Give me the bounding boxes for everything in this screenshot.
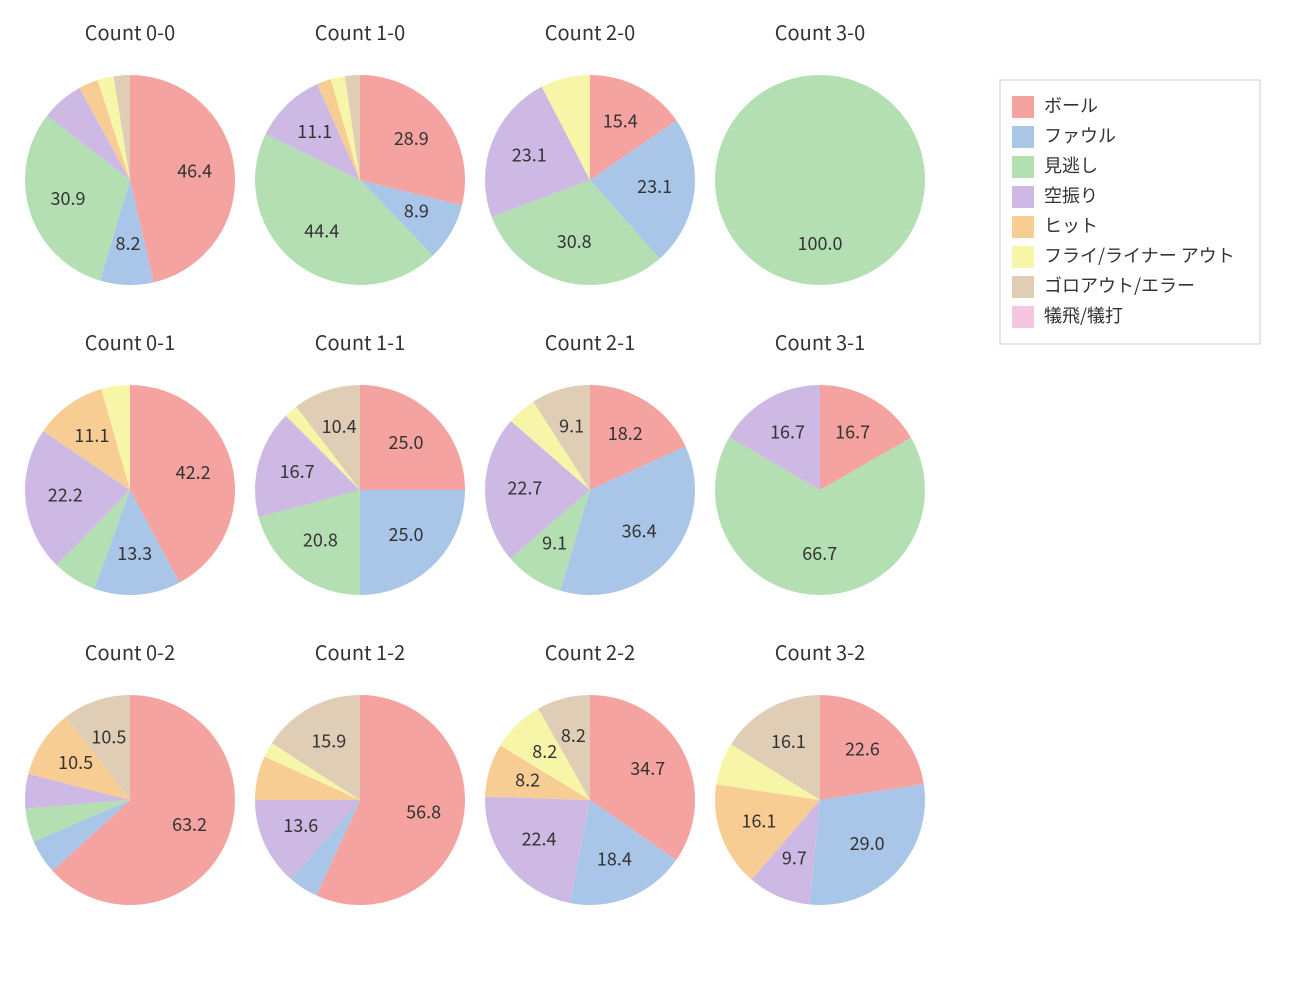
slice-label: 25.0: [389, 521, 424, 547]
slice-label: 15.4: [603, 107, 638, 133]
slice-label: 56.8: [406, 799, 441, 825]
slice-label: 16.7: [770, 418, 805, 444]
legend-swatch: [1012, 216, 1034, 238]
slice-label: 22.7: [507, 475, 542, 501]
slice-label: 9.1: [542, 530, 567, 556]
chart-title: Count 0-2: [85, 637, 175, 666]
legend-label: ヒット: [1044, 212, 1098, 238]
slice-label: 10.5: [91, 723, 126, 749]
slice-label: 22.6: [845, 736, 880, 762]
slice-label: 8.9: [404, 197, 429, 223]
slice-label: 8.2: [515, 766, 540, 792]
slice-label: 23.1: [637, 173, 672, 199]
slice-label: 44.4: [304, 218, 339, 244]
legend-swatch: [1012, 186, 1034, 208]
chart-title: Count 0-1: [85, 327, 175, 356]
slice-label: 23.1: [512, 141, 547, 167]
slice-label: 34.7: [630, 755, 665, 781]
legend-swatch: [1012, 126, 1034, 148]
slice-label: 16.1: [771, 728, 806, 754]
legend-label: 見逃し: [1044, 152, 1098, 178]
slice-label: 13.6: [283, 812, 318, 838]
chart-title: Count 2-1: [545, 327, 635, 356]
chart-title: Count 3-1: [775, 327, 865, 356]
legend-swatch: [1012, 276, 1034, 298]
slice-label: 16.7: [280, 458, 315, 484]
slice-label: 9.7: [782, 845, 807, 871]
legend-label: ボール: [1044, 92, 1098, 118]
slice-label: 30.8: [557, 228, 592, 254]
chart-title: Count 0-0: [85, 17, 175, 46]
slice-label: 10.4: [322, 413, 357, 439]
slice-label: 16.7: [835, 419, 870, 445]
slice-label: 8.2: [532, 738, 557, 764]
slice-label: 29.0: [850, 830, 885, 856]
chart-title: Count 1-0: [315, 17, 405, 46]
slice-label: 8.2: [561, 722, 586, 748]
slice-label: 20.8: [303, 527, 338, 553]
chart-grid: Count 0-0 46.4 8.2 30.9 Count 1-0 28.9 8.9 44.4…: [0, 0, 1300, 1000]
legend-label: 空振り: [1044, 182, 1098, 208]
slice-label: 18.4: [597, 845, 632, 871]
legend-swatch: [1012, 156, 1034, 178]
legend-label: フライ/ライナー アウト: [1044, 242, 1235, 268]
chart-title: Count 2-0: [545, 17, 635, 46]
legend: ボールファウル見逃し空振りヒットフライ/ライナー アウトゴロアウト/エラー犠飛/…: [1000, 80, 1260, 344]
slice-label: 11.1: [74, 422, 109, 448]
slice-label: 10.5: [58, 749, 93, 775]
chart-title: Count 3-2: [775, 637, 865, 666]
slice-label: 8.2: [115, 230, 140, 256]
chart-title: Count 3-0: [775, 17, 865, 46]
slice-label: 11.1: [297, 118, 332, 144]
slice-label: 36.4: [622, 518, 657, 544]
legend-label: ゴロアウト/エラー: [1044, 272, 1195, 298]
slice-label: 18.2: [608, 420, 643, 446]
chart-title: Count 1-1: [315, 327, 405, 356]
chart-title: Count 2-2: [545, 637, 635, 666]
slice-label: 22.2: [48, 481, 83, 507]
slice-label: 22.4: [522, 825, 557, 851]
slice-label: 15.9: [311, 728, 346, 754]
slice-label: 46.4: [177, 158, 212, 184]
legend-label: ファウル: [1044, 122, 1116, 148]
slice-label: 13.3: [117, 540, 152, 566]
slice-label: 66.7: [802, 540, 837, 566]
legend-swatch: [1012, 96, 1034, 118]
slice-label: 9.1: [559, 412, 584, 438]
slice-label: 25.0: [389, 429, 424, 455]
slice-label: 100.0: [798, 230, 843, 256]
slice-label: 63.2: [172, 811, 207, 837]
legend-swatch: [1012, 246, 1034, 268]
slice-label: 42.2: [176, 459, 211, 485]
legend-swatch: [1012, 306, 1034, 328]
slice-label: 28.9: [394, 125, 429, 151]
legend-label: 犠飛/犠打: [1044, 302, 1123, 328]
slice-label: 16.1: [741, 808, 776, 834]
slice-label: 30.9: [51, 185, 86, 211]
chart-title: Count 1-2: [315, 637, 405, 666]
